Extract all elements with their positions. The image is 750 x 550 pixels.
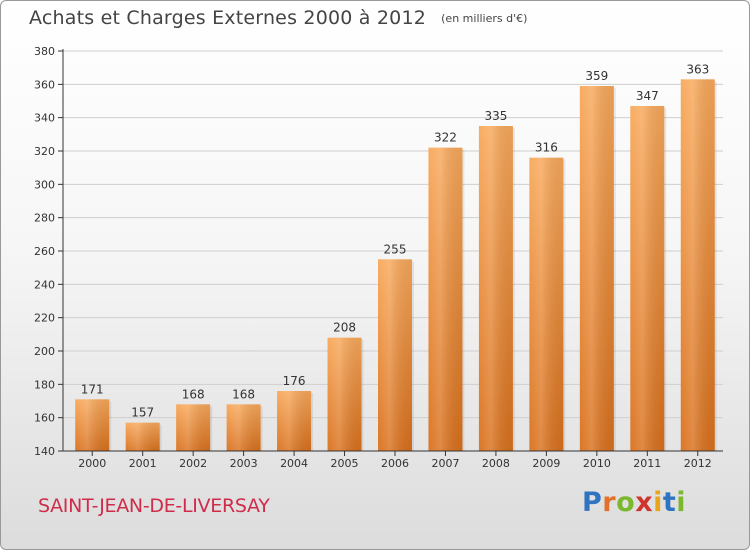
data-label: 168 (182, 387, 205, 401)
x-tick-label: 2012 (684, 457, 712, 470)
bar-shine (478, 126, 513, 451)
data-label: 168 (232, 387, 255, 401)
x-tick-label: 2010 (583, 457, 611, 470)
bar-shine (277, 391, 312, 451)
logo-letter: o (616, 487, 636, 518)
x-tick-label: 2004 (280, 457, 308, 470)
y-tick-label: 180 (34, 378, 55, 391)
commune-name: SAINT-JEAN-DE-LIVERSAY (38, 495, 270, 517)
bar-shine (428, 147, 463, 451)
labels: 171 157 168 168 176 208 255 322 335 316 359 347 363 (81, 62, 709, 419)
x-tick-label: 2011 (633, 457, 661, 470)
y-tick-label: 380 (34, 45, 55, 58)
y-tick-label: 160 (34, 412, 55, 425)
bar-shine (327, 337, 362, 451)
y-tick-label: 360 (34, 78, 55, 91)
y-tick-label: 280 (34, 212, 55, 225)
x-tick-label: 2001 (129, 457, 157, 470)
proxiti-logo: Proxiti (582, 487, 686, 518)
bar-shine (226, 404, 261, 451)
data-label: 316 (535, 141, 558, 155)
data-label: 322 (434, 131, 457, 145)
bar-shine (529, 157, 564, 451)
y-tick-label: 240 (34, 278, 55, 291)
axes: 140 160 180 200 220 240 260 280 300 320 340 360 380 2… (34, 45, 723, 470)
y-tick-label: 300 (34, 178, 55, 191)
y-tick-label: 140 (34, 445, 55, 458)
data-label: 176 (283, 374, 306, 388)
data-label: 363 (686, 62, 709, 76)
x-tick-label: 2002 (179, 457, 207, 470)
data-label: 157 (131, 406, 154, 420)
data-label: 171 (81, 382, 104, 396)
bar-shine (75, 399, 110, 451)
x-tick-label: 2006 (381, 457, 409, 470)
x-tick-label: 2008 (482, 457, 510, 470)
x-tick-label: 2005 (331, 457, 359, 470)
logo-letter: r (602, 487, 617, 518)
data-label: 335 (484, 109, 507, 123)
bar-shine (630, 106, 665, 451)
logo-letter: t (662, 487, 677, 518)
logo-letter: i (676, 487, 687, 518)
data-label: 255 (384, 242, 407, 256)
x-tick-label: 2007 (431, 457, 459, 470)
x-tick-label: 2000 (78, 457, 106, 470)
y-tick-label: 340 (34, 112, 55, 125)
bars (75, 79, 717, 451)
logo-letter: P (582, 487, 603, 518)
y-tick-label: 200 (34, 345, 55, 358)
x-tick-label: 2009 (532, 457, 560, 470)
bar-shine (378, 259, 412, 451)
logo-letter: i (653, 487, 663, 518)
y-tick-label: 320 (34, 145, 55, 158)
chart-title-unit: (en milliers d'€) (441, 12, 528, 25)
chart-title: Achats et Charges Externes 2000 à 2012 (… (29, 7, 527, 29)
y-tick-label: 220 (34, 312, 55, 325)
logo-letter: x (635, 487, 654, 518)
bar-shine (579, 86, 614, 451)
data-label: 208 (333, 321, 356, 335)
x-tick-label: 2003 (230, 457, 258, 470)
bar-shine (680, 79, 715, 451)
chart-title-main: Achats et Charges Externes 2000 à 2012 (29, 7, 427, 29)
y-tick-label: 260 (34, 245, 55, 258)
bar-shine (125, 422, 160, 451)
data-label: 347 (636, 89, 659, 103)
bar-shine (176, 404, 211, 451)
data-label: 359 (585, 69, 608, 83)
